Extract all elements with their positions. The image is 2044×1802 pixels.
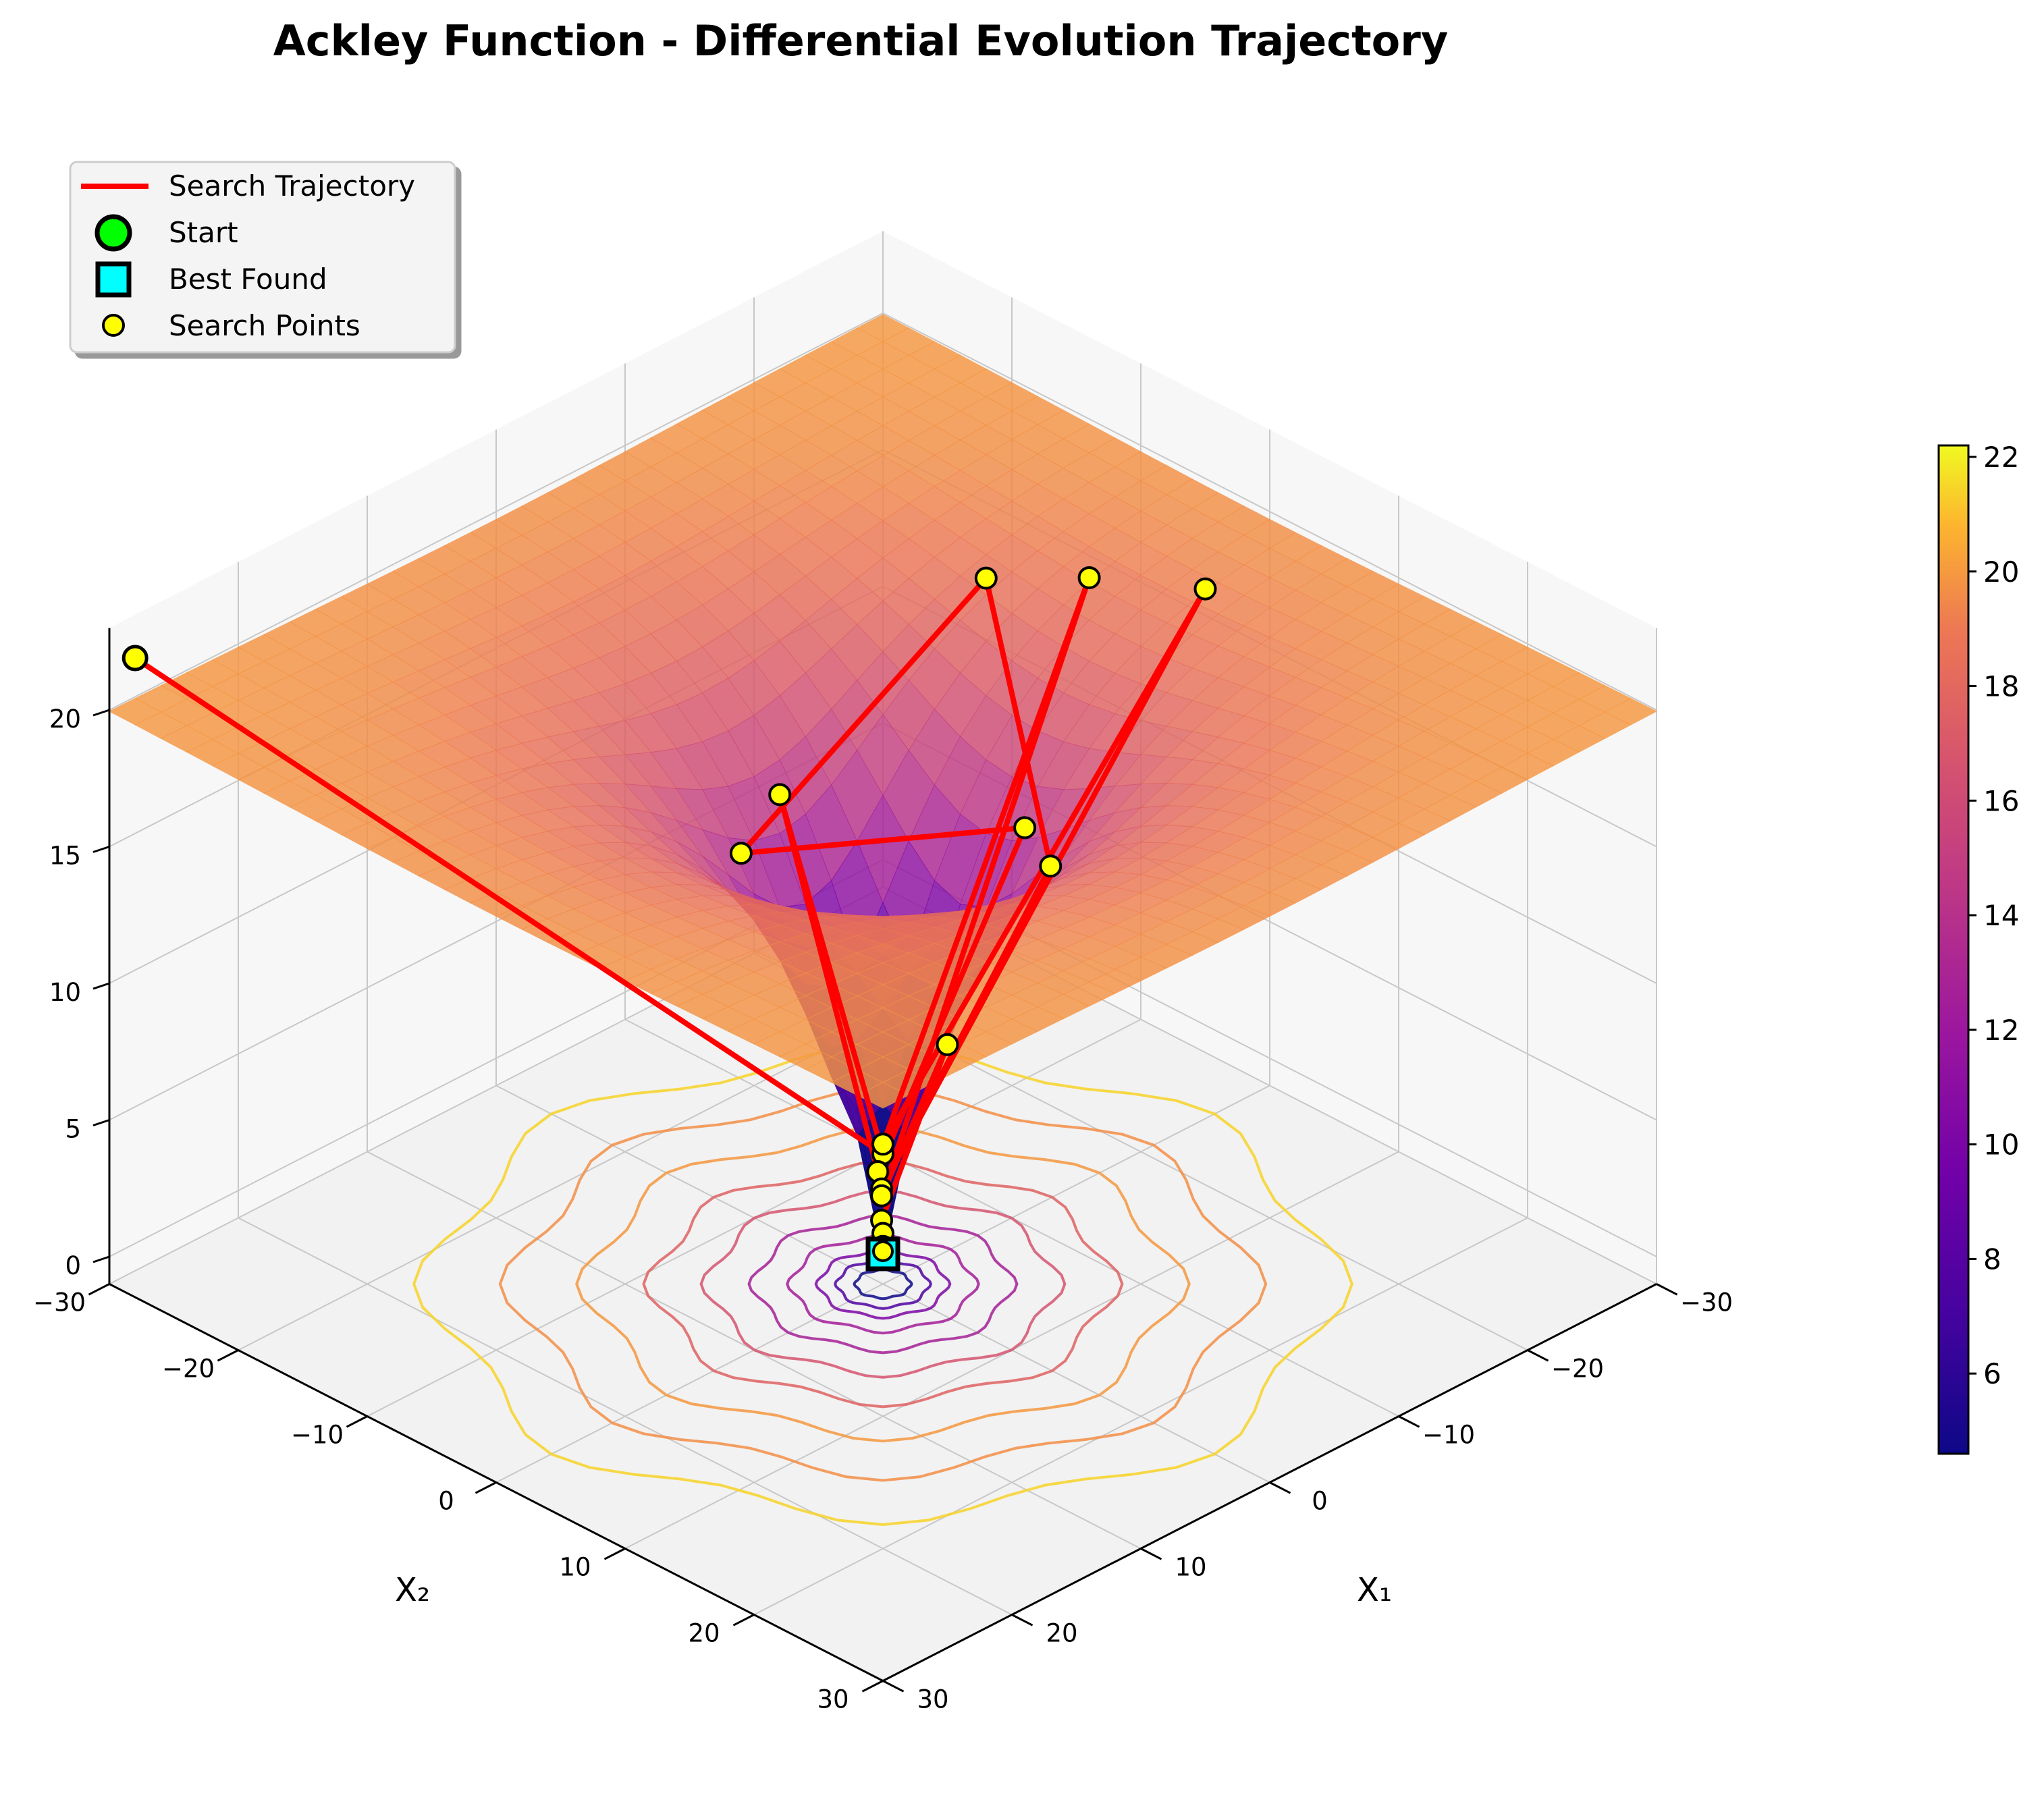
- x1-tick: [1011, 1614, 1033, 1627]
- contour-ring: [575, 1125, 1191, 1443]
- search-point: [872, 1240, 894, 1262]
- colorbar-tick-label: 20: [1983, 555, 2019, 589]
- legend-label-trajectory: Search Trajectory: [169, 169, 415, 202]
- contour-ring: [642, 1159, 1124, 1409]
- z-tick: [92, 709, 110, 717]
- x2-tick: [861, 1680, 884, 1693]
- contour-ring: [747, 1213, 1019, 1355]
- search-trajectory: [122, 566, 1217, 1272]
- contour-ring: [412, 1041, 1354, 1527]
- x2-tick: [475, 1481, 497, 1494]
- colorbar-tick-label: 14: [1983, 899, 2019, 932]
- colorbar-tick-label: 10: [1983, 1128, 2019, 1162]
- x1-tick: [1269, 1481, 1291, 1494]
- z-tick-label: 10: [49, 978, 81, 1007]
- x2-tick: [217, 1349, 239, 1362]
- colorbar-tick-label: 16: [1983, 784, 2019, 817]
- z-tick: [92, 1255, 110, 1263]
- x1-tick-label: 0: [1312, 1487, 1328, 1516]
- search-point: [1077, 566, 1101, 589]
- z-tick-label: 20: [49, 705, 81, 734]
- search-point: [870, 1184, 894, 1207]
- x1-tick: [1140, 1548, 1162, 1560]
- x2-tick: [603, 1548, 626, 1560]
- search-point: [871, 1132, 894, 1156]
- search-point: [936, 1033, 959, 1056]
- legend-best-marker: [95, 261, 132, 298]
- x1-tick: [1527, 1349, 1549, 1362]
- wall-grid-horizontal: [109, 312, 1657, 711]
- x2-tick: [88, 1283, 110, 1296]
- x2-tick-label: 10: [559, 1553, 591, 1582]
- search-point: [1193, 577, 1217, 601]
- z-tick-label: 15: [49, 842, 81, 871]
- z-tick: [92, 982, 110, 990]
- z-tick-label: 5: [65, 1115, 81, 1144]
- x1-tick: [882, 1680, 905, 1693]
- x1-tick-label: 30: [917, 1685, 948, 1714]
- legend-points-marker: [102, 314, 125, 337]
- contour-ring: [699, 1189, 1067, 1379]
- colorbar-tick-label: 8: [1983, 1243, 2001, 1276]
- x1-tick: [1656, 1283, 1678, 1296]
- contour-ring: [498, 1086, 1268, 1482]
- legend: Search Trajectory Start Best Found Searc…: [69, 161, 456, 354]
- colorbar-gradient: [1937, 444, 1970, 1455]
- x1-tick-label: −30: [1680, 1288, 1733, 1317]
- legend-label-start: Start: [169, 216, 238, 249]
- floor-grid-y: [753, 1217, 1528, 1616]
- search-point: [729, 842, 753, 865]
- colorbar-tick-label: 12: [1983, 1014, 2019, 1047]
- search-point: [1013, 816, 1037, 840]
- x2-tick-label: 30: [817, 1685, 849, 1714]
- x1-axis-label: X₁: [1357, 1571, 1392, 1609]
- legend-box: [69, 161, 456, 354]
- colorbar-tick-label: 22: [1983, 441, 2019, 474]
- x2-tick-label: −10: [291, 1421, 344, 1450]
- legend-label-best: Best Found: [169, 263, 327, 296]
- x2-tick-label: −20: [162, 1355, 215, 1384]
- x1-tick: [1398, 1415, 1420, 1428]
- x1-tick-label: −10: [1422, 1421, 1475, 1450]
- contour-ring: [833, 1258, 933, 1310]
- x2-tick-label: 20: [688, 1619, 720, 1648]
- colorbar: 6 8 10 12 14 16 18 20 22: [1937, 441, 2019, 1455]
- x1-tick-label: −20: [1551, 1355, 1604, 1384]
- z-tick-label: 0: [65, 1251, 81, 1280]
- contour-ring: [786, 1233, 980, 1335]
- axis-ticks: −30 −30 −20 −20 −10 −10 0 0 10 10 20 20 30 30 0 5 10 15 20: [33, 705, 1733, 1714]
- z-tick: [92, 846, 110, 853]
- x2-axis-label: X₂: [395, 1571, 430, 1609]
- colorbar-tick-label: 18: [1983, 670, 2019, 703]
- legend-label-points: Search Points: [169, 309, 360, 342]
- x1-tick-label: 10: [1175, 1553, 1206, 1582]
- start-marker: [122, 645, 149, 672]
- x2-tick: [732, 1614, 755, 1627]
- x1-tick-label: 20: [1046, 1619, 1077, 1648]
- z-tick: [92, 1119, 110, 1126]
- x2-tick-label: −30: [33, 1288, 86, 1317]
- legend-start-marker: [95, 214, 132, 252]
- x2-tick-label: 0: [438, 1487, 454, 1516]
- search-point: [974, 566, 998, 590]
- contour-ring: [814, 1248, 952, 1320]
- colorbar-tick-label: 6: [1983, 1357, 2001, 1390]
- floor-contours: [412, 1041, 1354, 1527]
- search-point: [768, 783, 792, 807]
- x2-tick: [346, 1415, 368, 1428]
- contour-ring: [853, 1267, 913, 1301]
- chart-title: Ackley Function - Differential Evolution…: [273, 16, 1449, 65]
- search-point: [1039, 854, 1063, 878]
